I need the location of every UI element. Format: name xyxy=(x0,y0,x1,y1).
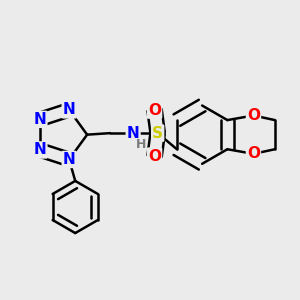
Text: O: O xyxy=(247,146,260,161)
Text: O: O xyxy=(148,148,161,164)
Text: N: N xyxy=(63,152,76,167)
Text: N: N xyxy=(63,102,76,117)
Text: O: O xyxy=(148,103,161,118)
Text: N: N xyxy=(34,142,46,158)
Text: H: H xyxy=(136,138,146,151)
Text: O: O xyxy=(247,108,260,123)
Text: N: N xyxy=(34,112,46,127)
Text: N: N xyxy=(127,126,140,141)
Text: S: S xyxy=(152,126,163,141)
